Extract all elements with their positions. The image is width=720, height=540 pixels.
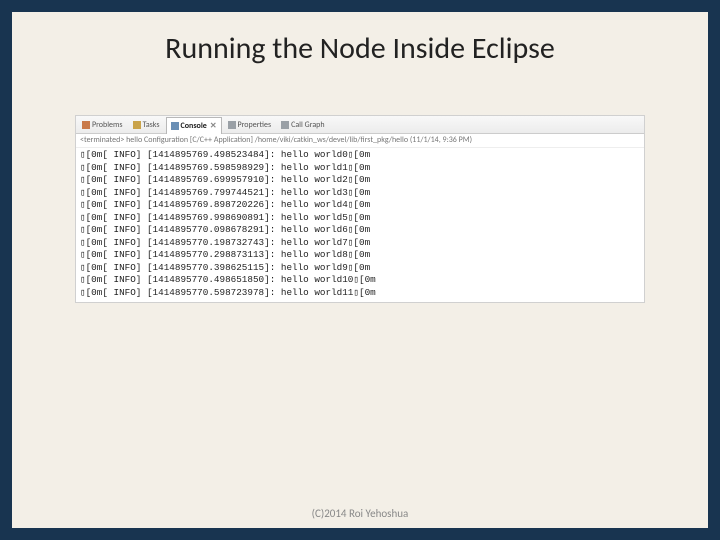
console-line: ▯[0m[ INFO] [1414895769.998690891]: hell…	[80, 212, 640, 225]
tab-label: Call Graph	[291, 120, 325, 130]
console-line: ▯[0m[ INFO] [1414895770.598723978]: hell…	[80, 287, 640, 300]
console-line: ▯[0m[ INFO] [1414895769.699957910]: hell…	[80, 174, 640, 187]
console-icon	[171, 122, 179, 130]
tab-label: Console	[181, 121, 207, 131]
view-tab-properties[interactable]: Properties	[224, 116, 276, 133]
tab-label: Problems	[92, 120, 123, 130]
call-graph-icon	[281, 121, 289, 129]
eclipse-console-panel: Problems Tasks Console✕ Properties Call Grap…	[75, 115, 645, 303]
console-line: ▯[0m[ INFO] [1414895769.799744521]: hell…	[80, 187, 640, 200]
slide-footer: (C)2014 Roi Yehoshua	[12, 507, 708, 520]
tab-label: Properties	[238, 120, 272, 130]
tasks-icon	[133, 121, 141, 129]
console-line: ▯[0m[ INFO] [1414895770.198732743]: hell…	[80, 237, 640, 250]
view-tab-problems[interactable]: Problems	[78, 116, 127, 133]
console-line: ▯[0m[ INFO] [1414895770.498651850]: hell…	[80, 274, 640, 287]
slide-title: Running the Node Inside Eclipse	[40, 30, 680, 67]
slide: Running the Node Inside Eclipse Problems…	[12, 12, 708, 528]
properties-icon	[228, 121, 236, 129]
view-tab-console[interactable]: Console✕	[166, 117, 222, 134]
close-icon[interactable]: ✕	[210, 121, 217, 131]
view-tab-tasks[interactable]: Tasks	[129, 116, 164, 133]
problems-icon	[82, 121, 90, 129]
console-line: ▯[0m[ INFO] [1414895769.598598929]: hell…	[80, 162, 640, 175]
view-tab-call-graph[interactable]: Call Graph	[277, 116, 329, 133]
console-line: ▯[0m[ INFO] [1414895769.898720226]: hell…	[80, 199, 640, 212]
console-output: ▯[0m[ INFO] [1414895769.498523484]: hell…	[76, 148, 644, 302]
console-line: ▯[0m[ INFO] [1414895770.298873113]: hell…	[80, 249, 640, 262]
terminated-status-line: <terminated> hello Configuration [C/C++ …	[76, 134, 644, 148]
tab-label: Tasks	[143, 120, 160, 130]
console-line: ▯[0m[ INFO] [1414895770.398625115]: hell…	[80, 262, 640, 275]
console-line: ▯[0m[ INFO] [1414895769.498523484]: hell…	[80, 149, 640, 162]
views-tab-bar: Problems Tasks Console✕ Properties Call Grap…	[76, 116, 644, 134]
console-line: ▯[0m[ INFO] [1414895770.098678291]: hell…	[80, 224, 640, 237]
